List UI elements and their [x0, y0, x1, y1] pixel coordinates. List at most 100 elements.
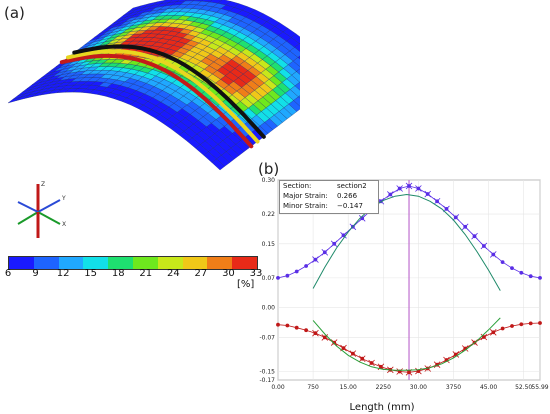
- x-axis-arrow: [37, 211, 61, 225]
- major-fit-marker: [396, 185, 403, 192]
- minor-fit-marker: [358, 355, 366, 363]
- colorbar-tick-label: 30: [222, 268, 235, 279]
- colorbar-segment: [182, 257, 208, 269]
- colorbar-ticks: 6 9 12 15 18 21 24 27 30 33: [0, 268, 263, 282]
- x-tick-label: 2250: [376, 384, 391, 391]
- colorbar-unit: [%]: [237, 279, 255, 290]
- section-value: section2: [337, 182, 367, 190]
- mesh-cell: [291, 33, 300, 44]
- major-fit-marker: [461, 223, 469, 231]
- minor-fit-marker: [461, 345, 469, 352]
- mesh-cell: [297, 55, 300, 60]
- major-strain-point: [285, 273, 290, 278]
- minor-strain-point: [538, 321, 542, 325]
- mesh-cell: [209, 0, 223, 4]
- major-fit-marker: [340, 232, 347, 239]
- mesh-cell: [299, 42, 300, 45]
- x-tick-label: 0.00: [271, 384, 285, 391]
- colorbar-segment: [58, 257, 84, 269]
- colorbar-segment: [232, 257, 257, 269]
- mesh-cell: [192, 0, 204, 2]
- coordinate-triad-icon: Z Y X: [17, 181, 66, 238]
- minor-fit-marker: [396, 368, 403, 375]
- colorbar-tick-label: 21: [139, 268, 153, 279]
- mesh-cell: [296, 68, 300, 75]
- minor-strain-point: [294, 325, 299, 330]
- minor-strain-point: [500, 326, 505, 331]
- minor-strain-point: [304, 328, 308, 333]
- mesh-cell: [168, 0, 180, 3]
- z-axis-label: Z: [41, 181, 45, 188]
- minor-strain-point: [276, 322, 280, 327]
- major-fit-marker: [312, 256, 319, 263]
- section-line-yellow[interactable]: [66, 49, 260, 144]
- minor-strain-value: −0.147: [337, 202, 363, 210]
- minor-fit-marker: [312, 329, 319, 337]
- colorbar-tick-label: 27: [194, 268, 208, 279]
- major-strain-point: [304, 264, 308, 268]
- panel-a-label: (a): [4, 4, 25, 22]
- colorbar-segment: [108, 257, 133, 269]
- minor-fit-marker: [489, 329, 497, 336]
- x-axis-label: Length (mm): [349, 402, 415, 413]
- major-fit-marker: [471, 232, 478, 240]
- y-tick-label: 0.15: [262, 241, 276, 248]
- mesh-cells: [7, 0, 300, 171]
- major-fit-marker: [480, 242, 488, 250]
- x-tick-label: 15.00: [340, 384, 357, 391]
- y-tick-label: -0.15: [259, 368, 275, 375]
- minor-fit-marker: [349, 350, 357, 357]
- colorbar-segment: [157, 257, 183, 269]
- major-strain-point: [528, 274, 533, 279]
- y-tick-label: 0.00: [262, 305, 276, 312]
- major-fit-marker: [489, 251, 497, 258]
- minor-strain-key: Minor Strain:: [283, 202, 328, 210]
- mesh-cell: [291, 71, 300, 83]
- x-tick-label: 55.99: [531, 384, 548, 391]
- minor-strain-point: [519, 322, 524, 327]
- section-info-box: Section: section2 Major Strain: 0.266 Mino…: [279, 180, 379, 214]
- minor-fit-marker: [433, 361, 441, 368]
- mesh-cell: [294, 82, 300, 91]
- x-tick-label: 3750: [446, 384, 461, 391]
- major-fit-marker: [452, 214, 460, 221]
- minor-strain-point: [528, 321, 533, 326]
- colorbar-tick-label: 9: [32, 268, 39, 279]
- y-tick-label: 0.22: [262, 211, 276, 218]
- colorbar-tick-label: 12: [56, 268, 70, 279]
- major-fit-marker: [358, 215, 366, 222]
- major-strain-value: 0.266: [337, 192, 358, 200]
- fit-curve: [312, 193, 501, 291]
- colorbar-segment: [207, 257, 233, 269]
- colorbar-tick-label: 15: [84, 268, 98, 279]
- y-tick-label: 0.07: [262, 275, 276, 282]
- mesh-cell: [292, 57, 300, 67]
- major-fit-marker: [433, 197, 441, 205]
- y-tick-label: -0.07: [259, 334, 275, 341]
- major-strain-point: [500, 260, 505, 264]
- colorbar-segment: [33, 257, 59, 269]
- mesh-cell: [184, 0, 195, 2]
- section-line-black[interactable]: [72, 44, 266, 139]
- major-fit-marker: [321, 249, 329, 256]
- major-strain-point: [538, 276, 542, 280]
- mesh-cell: [294, 43, 300, 52]
- minor-strain-point: [285, 323, 290, 328]
- strain-mesh-view[interactable]: [0, 0, 300, 250]
- x-tick-label: 750: [307, 384, 319, 391]
- colorbar-tick-label: 24: [166, 268, 180, 279]
- colorbar-segment: [132, 257, 158, 269]
- mesh-cell: [293, 96, 300, 107]
- minor-fit-marker: [452, 351, 460, 358]
- strain-colorbar: [8, 256, 258, 270]
- section-line-red[interactable]: [59, 53, 254, 149]
- section-key: Section:: [283, 182, 312, 190]
- mesh-cell: [289, 47, 300, 58]
- colorbar-tick-label: 33: [249, 268, 263, 279]
- mesh-cell: [176, 0, 187, 2]
- mesh-cell: [298, 95, 300, 99]
- x-tick-label: 52.50: [515, 384, 532, 391]
- x-axis-label: X: [62, 221, 66, 228]
- major-fit-marker: [424, 190, 432, 198]
- major-strain-point: [294, 269, 299, 274]
